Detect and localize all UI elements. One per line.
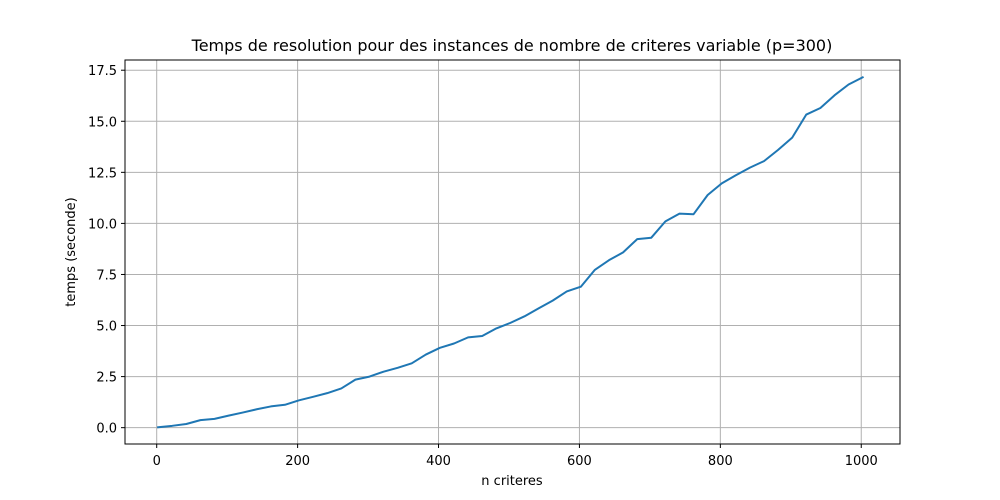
x-tick-label: 800 <box>708 454 733 469</box>
plot-frame <box>124 59 901 445</box>
y-tick-label: 7.5 <box>96 268 117 283</box>
y-tick-label: 15.0 <box>88 115 117 130</box>
y-tick-label: 17.5 <box>88 64 117 79</box>
x-axis-label: n criteres <box>481 474 543 489</box>
x-tick-label: 0 <box>153 454 161 469</box>
y-axis-ticks: 0.0 2.5 5.0 7.5 10.0 12.5 15.0 17.5 <box>88 64 125 437</box>
x-tick-label: 600 <box>567 454 592 469</box>
x-tick-label: 400 <box>426 454 451 469</box>
series-layer <box>157 76 865 429</box>
grid <box>125 60 900 444</box>
series-line-0 <box>157 76 865 429</box>
y-tick-label: 0.0 <box>96 422 117 437</box>
y-tick-label: 12.5 <box>88 166 117 181</box>
y-tick-label: 10.0 <box>88 217 117 232</box>
x-tick-label: 200 <box>285 454 310 469</box>
x-tick-label: 1000 <box>845 454 878 469</box>
y-tick-label: 2.5 <box>96 371 117 386</box>
x-axis-ticks: 0 200 400 600 800 1000 <box>153 444 878 469</box>
chart-title: Temps de resolution pour des instances d… <box>191 36 833 55</box>
y-tick-label: 5.0 <box>96 320 117 335</box>
y-axis-label: temps (seconde) <box>64 197 79 306</box>
